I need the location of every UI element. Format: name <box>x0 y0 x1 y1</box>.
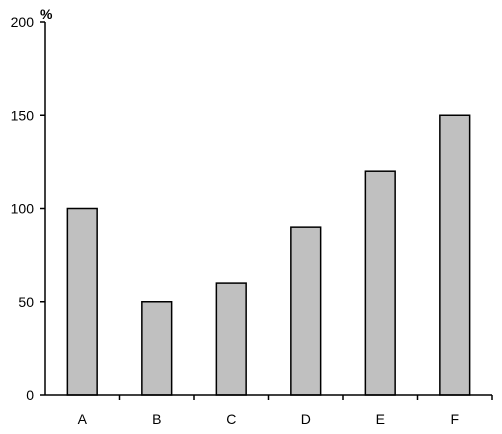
x-tick-label: C <box>226 411 236 427</box>
bar-A <box>66 207 98 396</box>
bar-C <box>215 282 247 396</box>
bars-group <box>66 114 471 396</box>
y-tick-label: 0 <box>26 387 34 403</box>
y-tick-label: 150 <box>11 107 35 123</box>
bar-E <box>364 170 396 396</box>
x-tick-label: E <box>376 411 385 427</box>
y-axis-unit-label: % <box>40 6 53 22</box>
x-tick-label: F <box>450 411 459 427</box>
y-tick-label: 200 <box>11 14 35 30</box>
y-tick-label: 50 <box>18 294 34 310</box>
x-tick-label: B <box>152 411 161 427</box>
x-tick-label: D <box>301 411 311 427</box>
x-tick-label: A <box>78 411 88 427</box>
y-tick-label: 100 <box>11 201 35 217</box>
bar-F <box>439 114 471 396</box>
x-axis-ticks: A B C D E F <box>78 395 493 427</box>
bar-D <box>290 226 322 396</box>
bar-B <box>141 301 173 396</box>
y-axis-ticks: 0 50 100 150 200 <box>11 14 45 403</box>
